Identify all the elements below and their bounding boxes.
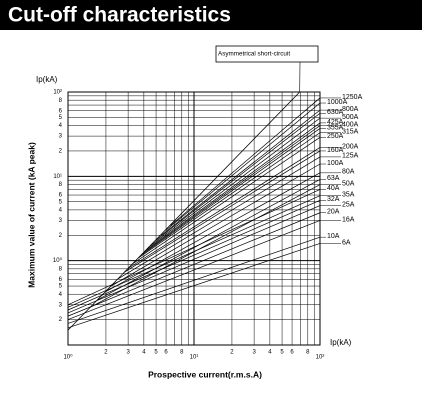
- x-tick-label: 5: [154, 350, 158, 356]
- annotation: Asymmetrical short-circuit: [218, 51, 290, 58]
- x-tick-label: 8: [180, 350, 184, 356]
- legend-label: 250A: [327, 133, 344, 140]
- legend-label: 20A: [327, 209, 340, 216]
- legend-label: 16A: [342, 216, 355, 223]
- legend-label: 80A: [342, 169, 355, 176]
- legend-label: 35A: [342, 192, 355, 199]
- legend-label: 500A: [342, 114, 359, 121]
- x-tick-label: 4: [142, 350, 146, 356]
- fuse-curve: [155, 112, 321, 241]
- legend-label: 630A: [327, 109, 344, 116]
- legend-label: 1000A: [327, 99, 348, 106]
- fuse-curve: [127, 147, 321, 269]
- y-tick-label: 4: [59, 207, 63, 213]
- fuse-curve: [146, 122, 321, 250]
- y-unit-label: Ip(kA): [36, 75, 58, 84]
- y-tick-label: 4: [59, 292, 63, 298]
- legend-label: 125A: [342, 153, 359, 160]
- legend-label: 315A: [342, 128, 359, 135]
- fuse-curve: [67, 243, 321, 329]
- fuse-curve: [137, 132, 321, 259]
- fuse-curve: [67, 195, 321, 308]
- x-tick-label: 2: [104, 350, 108, 356]
- y-tick-label: 10¹: [53, 174, 62, 180]
- x-tick-label: 2: [230, 350, 234, 356]
- fuse-curve: [67, 205, 321, 314]
- fuse-curve: [165, 102, 321, 231]
- legend-label: 400A: [342, 121, 359, 128]
- y-tick-label: 8: [59, 182, 63, 188]
- x-tick-label: 10⁰: [63, 354, 73, 361]
- y-tick-label: 6: [59, 277, 63, 283]
- legend-label: 100A: [327, 160, 344, 167]
- fuse-curve: [67, 199, 321, 311]
- y-tick-label: 3: [59, 134, 63, 140]
- x-tick-label: 6: [290, 350, 294, 356]
- chart-title: Cut-off characteristics: [8, 4, 231, 27]
- y-tick-label: 10⁰: [53, 257, 63, 264]
- x-tick-label: 3: [126, 350, 130, 356]
- fuse-curve: [124, 150, 321, 273]
- fuse-curve: [67, 212, 321, 317]
- x-tick-label: 4: [268, 350, 272, 356]
- fuse-curve: [150, 117, 321, 247]
- fuse-curve: [143, 125, 321, 253]
- y-tick-label: 8: [59, 266, 63, 272]
- y-tick-label: 2: [59, 149, 63, 155]
- x-tick-label: 8: [306, 350, 310, 356]
- y-tick-label: 5: [59, 284, 63, 290]
- fuse-curve: [67, 236, 321, 324]
- y-tick-label: 10²: [53, 90, 62, 96]
- fuse-curve: [105, 172, 321, 292]
- legend-label: 6A: [342, 239, 351, 246]
- legend-label: 200A: [342, 143, 359, 150]
- legend-label: 10A: [327, 233, 340, 240]
- fuse-curve: [67, 189, 321, 306]
- legend-label: 32A: [327, 196, 340, 203]
- x-axis-label: Prospective current(r.m.s.A): [148, 369, 262, 379]
- y-tick-label: 8: [59, 98, 63, 104]
- fuse-curve: [140, 128, 321, 256]
- legend-label: 800A: [342, 106, 359, 113]
- y-tick-label: 2: [59, 317, 63, 323]
- fuse-curve: [110, 163, 321, 287]
- y-tick-label: 5: [59, 115, 63, 121]
- y-tick-label: 6: [59, 108, 63, 114]
- x-unit-label: Ip(kA): [330, 338, 352, 347]
- legend-label: 50A: [342, 180, 355, 187]
- x-tick-label: 5: [280, 350, 284, 356]
- x-tick-label: 3: [252, 350, 256, 356]
- y-tick-label: 3: [59, 302, 63, 308]
- legend-label: 40A: [327, 185, 340, 192]
- legend-label: 355A: [327, 124, 344, 131]
- x-tick-label: 10¹: [190, 355, 199, 361]
- fuse-curve: [170, 97, 321, 226]
- fuse-curve: [67, 220, 321, 320]
- legend-label: 425A: [327, 119, 344, 126]
- fuse-curve: [117, 156, 321, 280]
- y-axis-label: Maximum value of current (kA peak): [26, 142, 36, 288]
- fuse-curve: [133, 137, 321, 264]
- y-tick-label: 2: [59, 233, 63, 239]
- x-tick-label: 10²: [316, 355, 325, 361]
- x-tick-label: 6: [164, 350, 168, 356]
- y-tick-label: 3: [59, 218, 63, 224]
- title-bar: [0, 0, 422, 30]
- legend-label: 25A: [342, 201, 355, 208]
- legend-label: 63A: [327, 175, 340, 182]
- y-tick-label: 6: [59, 193, 63, 199]
- y-tick-label: 4: [59, 123, 63, 129]
- legend-label: 1250A: [342, 94, 363, 101]
- fuse-curve: [96, 179, 321, 301]
- annotation-box: [215, 45, 319, 63]
- y-tick-label: 5: [59, 199, 63, 205]
- fuse-curve: [161, 109, 321, 236]
- legend-label: 160A: [327, 147, 344, 154]
